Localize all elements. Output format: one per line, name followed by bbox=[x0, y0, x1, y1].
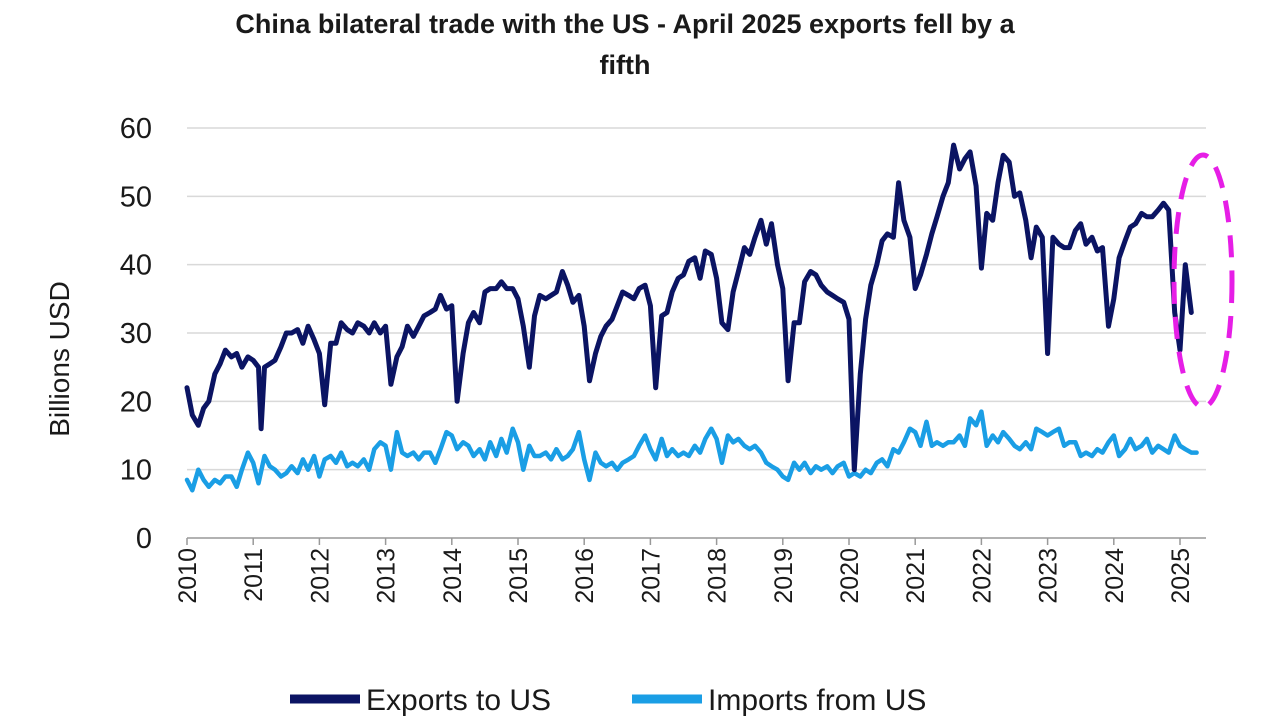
series-line-exports bbox=[184, 142, 1194, 473]
x-tick-label: 2021 bbox=[902, 548, 930, 604]
x-tick-label: 2012 bbox=[306, 548, 334, 604]
series-line-imports bbox=[184, 409, 1199, 493]
x-tick-label: 2010 bbox=[174, 548, 202, 604]
x-tick-label: 2022 bbox=[968, 548, 996, 604]
legend-label-imports: Imports from US bbox=[708, 684, 926, 717]
x-tick-label: 2014 bbox=[439, 548, 467, 604]
legend-label-exports: Exports to US bbox=[366, 684, 551, 717]
y-tick-label: 10 bbox=[120, 455, 152, 487]
x-tick-label: 2024 bbox=[1101, 548, 1129, 604]
y-tick-label: 30 bbox=[120, 318, 152, 350]
x-tick-label: 2020 bbox=[836, 548, 864, 604]
x-tick-label: 2015 bbox=[505, 548, 533, 604]
series-lines bbox=[184, 142, 1199, 493]
y-tick-label: 60 bbox=[120, 113, 152, 145]
x-tick-label: 2018 bbox=[704, 548, 732, 604]
y-axis-ticks: 0 10 20 30 40 50 60 bbox=[120, 113, 152, 555]
x-tick-label: 2011 bbox=[240, 548, 268, 602]
y-tick-label: 20 bbox=[120, 386, 152, 418]
gridlines bbox=[187, 127, 1206, 471]
chart-title-line-1: China bilateral trade with the US - Apri… bbox=[235, 9, 1015, 39]
legend: Exports to US Imports from US bbox=[290, 684, 926, 717]
y-axis-label: Billions USD bbox=[44, 281, 75, 437]
highlight-ellipse bbox=[1171, 152, 1235, 410]
y-tick-label: 50 bbox=[120, 181, 152, 213]
x-tick-label: 2016 bbox=[571, 548, 599, 604]
x-tick-label: 2017 bbox=[637, 548, 665, 604]
x-axis-ticks: 2010 2011 2012 2013 2014 2015 2016 2017 2018 2019… bbox=[174, 538, 1195, 604]
chart-title-line-2: fifth bbox=[600, 50, 651, 80]
x-tick-label: 2019 bbox=[770, 548, 798, 604]
x-tick-label: 2013 bbox=[373, 548, 401, 604]
y-tick-label: 0 bbox=[136, 523, 152, 555]
y-tick-label: 40 bbox=[120, 250, 152, 282]
x-tick-label: 2023 bbox=[1035, 548, 1063, 604]
x-tick-label: 2025 bbox=[1167, 548, 1195, 604]
